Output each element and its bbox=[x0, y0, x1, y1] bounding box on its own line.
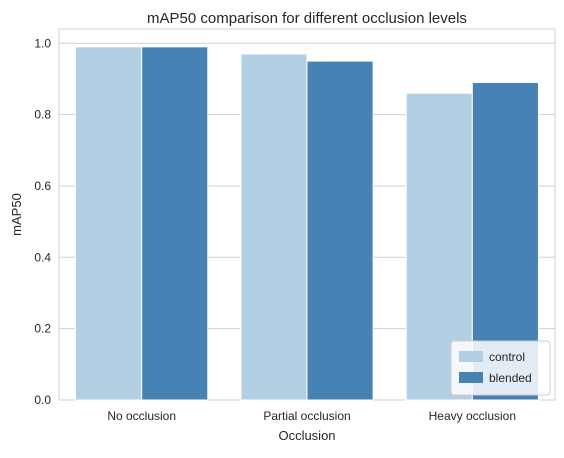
y-tick-label: 0.4 bbox=[34, 250, 51, 264]
chart-title: mAP50 comparison for different occlusion… bbox=[147, 10, 467, 27]
y-axis-label: mAP50 bbox=[9, 193, 24, 236]
x-tick-labels: No occlusion Partial occlusion Heavy occlu… bbox=[107, 409, 516, 423]
y-tick-label: 0.2 bbox=[34, 322, 51, 336]
y-tick-label: 0.8 bbox=[34, 108, 51, 122]
y-tick-label: 0.6 bbox=[34, 179, 51, 193]
legend-label: control bbox=[489, 350, 525, 364]
x-tick-label: Heavy occlusion bbox=[429, 409, 516, 423]
legend-swatch bbox=[459, 372, 483, 383]
bar-blended bbox=[306, 60, 374, 401]
bar-control bbox=[240, 53, 308, 401]
y-tick-label: 0.0 bbox=[34, 393, 51, 407]
legend-label: blended bbox=[489, 371, 532, 385]
bar-blended bbox=[141, 46, 209, 401]
legend: control blended bbox=[450, 340, 551, 396]
x-tick-label: No occlusion bbox=[107, 409, 176, 423]
y-tick-labels: 0.0 0.2 0.4 0.6 0.8 1.0 bbox=[34, 36, 51, 407]
x-axis-label: Occlusion bbox=[278, 428, 335, 443]
bar-control bbox=[75, 46, 143, 401]
y-tick-label: 1.0 bbox=[34, 36, 51, 50]
x-tick-label: Partial occlusion bbox=[263, 409, 350, 423]
legend-swatch bbox=[459, 351, 483, 362]
